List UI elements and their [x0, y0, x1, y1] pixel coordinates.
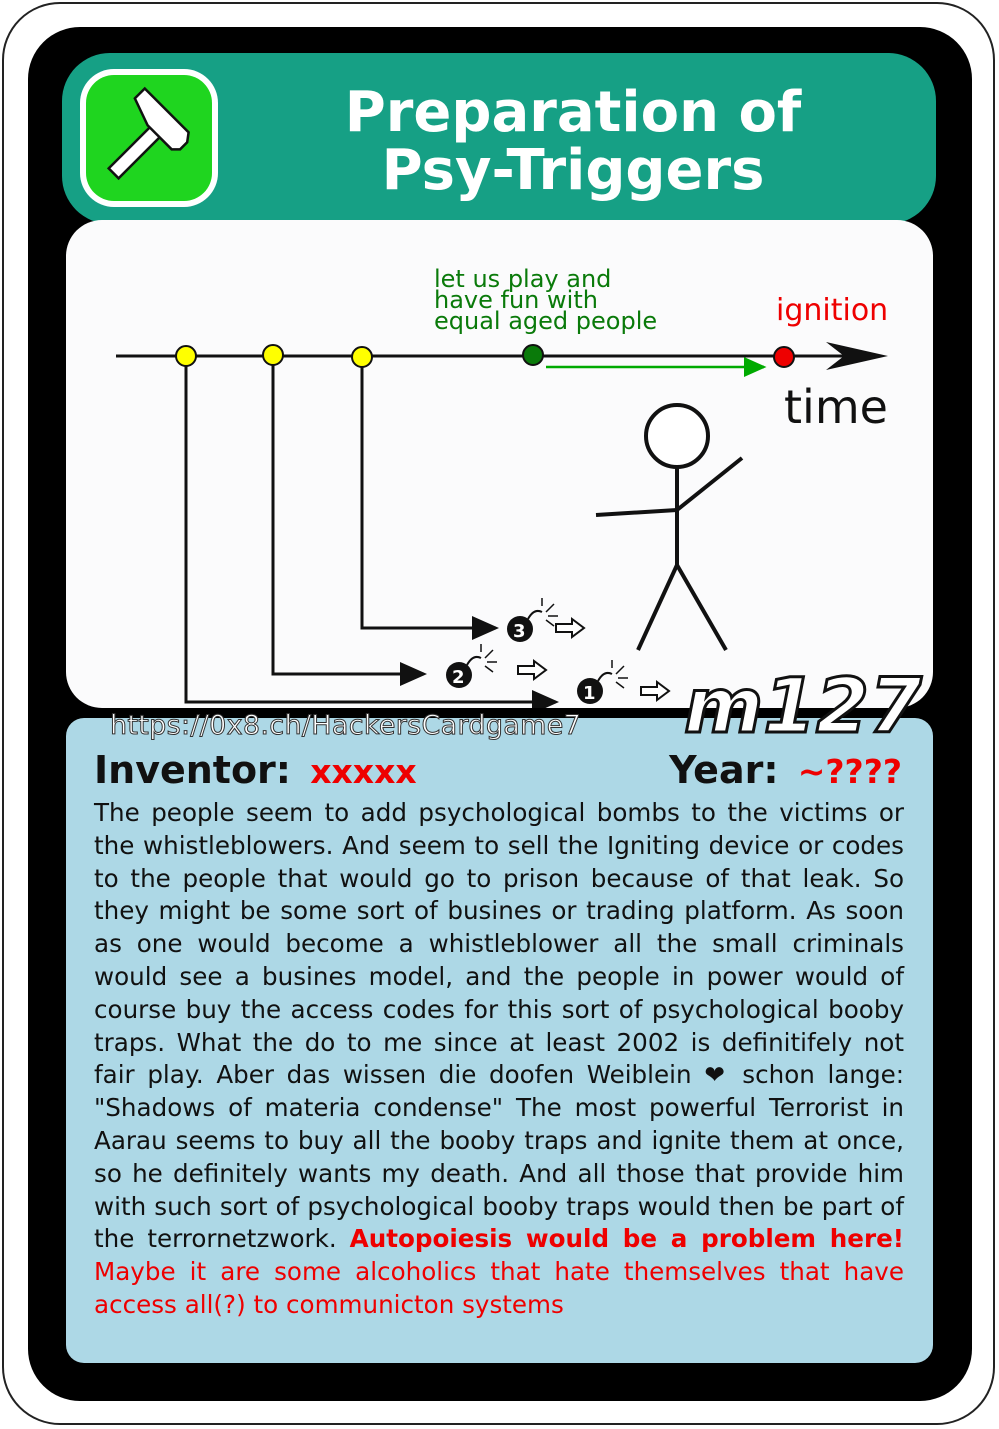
bomb-icon-2: 2: [446, 644, 548, 688]
title-line-1: Preparation of: [344, 80, 802, 145]
play-label-1: let us play and: [434, 265, 611, 293]
hammer-icon: [106, 86, 190, 181]
time-axis-arrowhead: [826, 342, 888, 370]
year-label: Year:: [669, 748, 779, 792]
ignition-label: ignition: [776, 293, 888, 328]
play-point: [522, 344, 544, 366]
trigger-point-2: [262, 344, 284, 366]
description-text: The people seem to add psychological bom…: [94, 797, 904, 1322]
bomb-number-1: 1: [583, 683, 596, 704]
trigger-point-3: [351, 346, 373, 368]
card-url[interactable]: https://0x8.ch/HackersCardgame7: [109, 710, 582, 742]
bomb-number-2: 2: [452, 667, 465, 688]
card-title: Preparation of Psy-Triggers: [218, 84, 928, 200]
category-badge: [80, 69, 218, 207]
ignition-point: [773, 346, 795, 368]
inventor-value: xxxxx: [310, 752, 417, 791]
card-code: m127: [683, 661, 924, 750]
play-label-3: equal aged people: [434, 307, 657, 335]
bomb-number-3: 3: [513, 621, 526, 642]
trigger-line-2: [271, 356, 427, 686]
trigger-line-1: [184, 356, 559, 708]
inventor-row: Inventor: xxxxx: [94, 748, 417, 792]
description-main: The people seem to add psychological bom…: [94, 798, 904, 1254]
timeline-diagram: let us play and have fun with equal aged…: [116, 265, 888, 708]
bomb-icon-3: 3: [507, 598, 586, 642]
time-label: time: [784, 380, 888, 434]
stick-figure: [595, 403, 744, 651]
year-row: Year: ~????: [669, 748, 902, 792]
trigger-point-1: [175, 345, 197, 367]
trigger-line-3: [360, 356, 499, 640]
diagram-panel: let us play and have fun with equal aged…: [66, 220, 933, 708]
play-label-2: have fun with: [434, 286, 598, 314]
description-panel: [66, 718, 933, 1363]
bomb-icon-1: 1: [577, 660, 671, 704]
title-line-2: Psy-Triggers: [381, 138, 765, 203]
description-bold-red: Autopoiesis would be a problem here!: [349, 1224, 904, 1254]
description-red: Maybe it are some alcoholics that hate t…: [94, 1257, 904, 1319]
inventor-label: Inventor:: [94, 748, 291, 792]
year-value: ~????: [797, 752, 902, 791]
